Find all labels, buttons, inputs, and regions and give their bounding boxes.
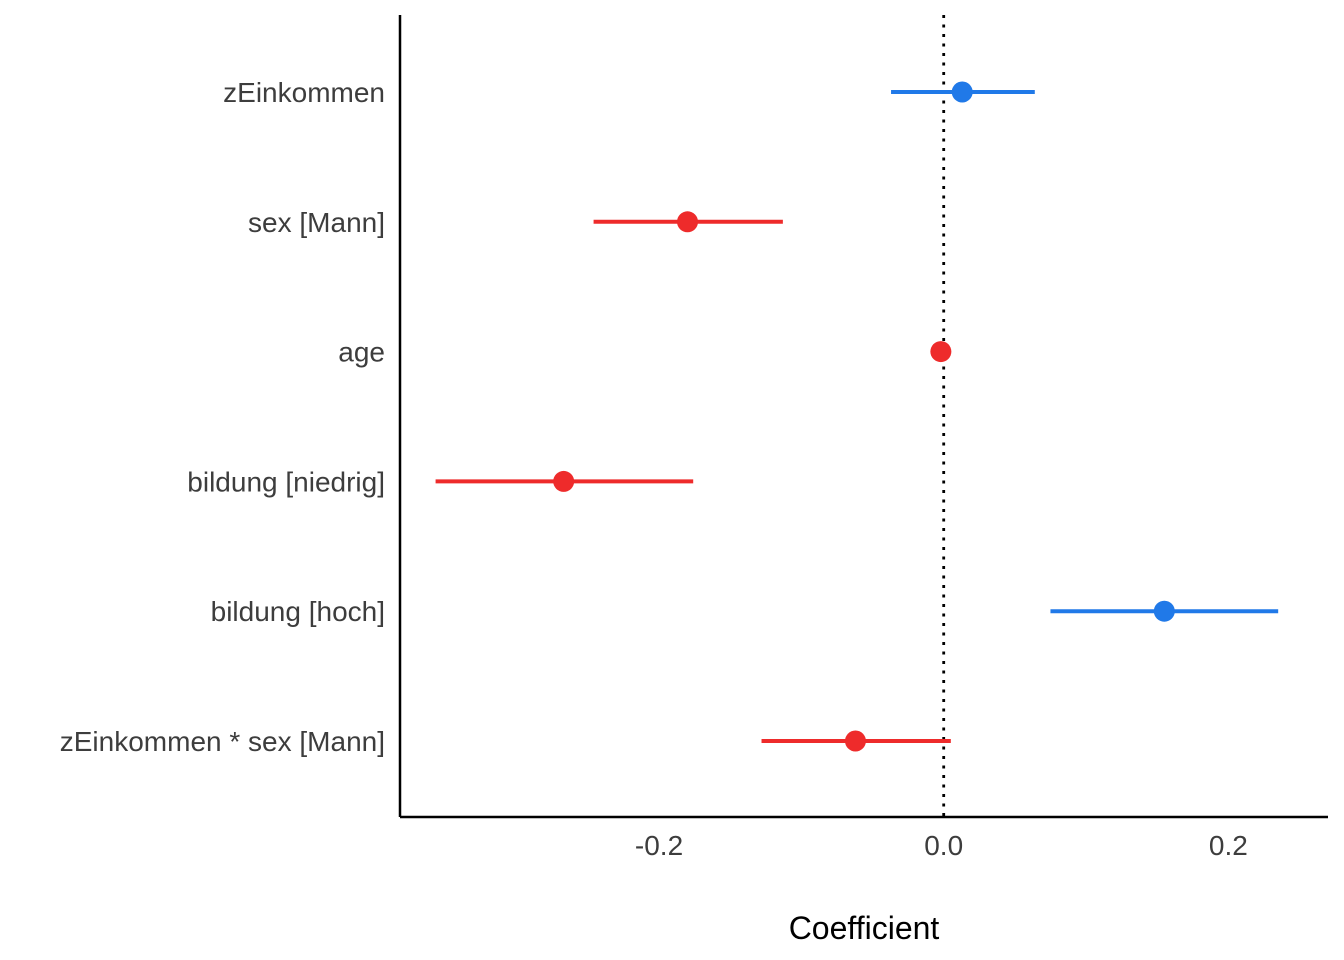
x-tick-label: 0.2 [1209,830,1248,861]
point-estimate [844,730,866,752]
y-tick-label: age [338,337,385,368]
y-tick-label: sex [Mann] [248,207,385,238]
point-estimate [553,470,575,492]
y-tick-label: bildung [hoch] [211,596,385,627]
y-tick-label: zEinkommen [223,77,385,108]
x-tick-label: -0.2 [635,830,683,861]
y-tick-label: zEinkommen * sex [Mann] [60,726,385,757]
x-tick-label: 0.0 [924,830,963,861]
y-tick-label: bildung [niedrig] [187,466,385,497]
point-estimate [951,81,973,103]
point-estimate [1153,600,1175,622]
point-estimate [930,341,952,363]
point-estimate [677,211,699,233]
x-axis-title: Coefficient [789,910,940,946]
